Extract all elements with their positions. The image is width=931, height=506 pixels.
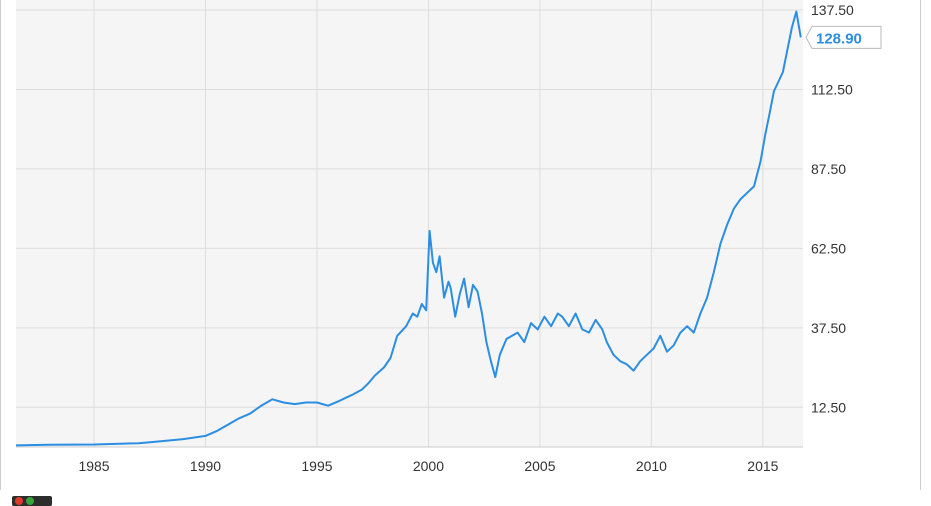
chart-frame-left-border bbox=[0, 0, 1, 490]
x-tick-label: 1985 bbox=[78, 458, 109, 474]
y-axis-ticks: 12.50 37.50 62.50 87.50 112.50 137.50 bbox=[811, 2, 854, 415]
x-tick-label: 1990 bbox=[190, 458, 221, 474]
last-value-badge: 128.90 bbox=[805, 25, 882, 49]
y-tick-label: 112.50 bbox=[811, 81, 853, 97]
x-tick-label: 2000 bbox=[413, 458, 444, 474]
price-series-line bbox=[15, 10, 802, 447]
x-tick-label: 2005 bbox=[524, 458, 555, 474]
last-value-badge-box bbox=[805, 25, 882, 49]
x-tick-label: 2015 bbox=[747, 458, 778, 474]
x-tick-label: 2010 bbox=[636, 458, 667, 474]
y-tick-label: 87.50 bbox=[811, 161, 846, 177]
last-value-label: 128.90 bbox=[816, 30, 862, 47]
plot-area bbox=[16, 0, 803, 447]
logo-mark-red bbox=[15, 497, 23, 505]
logo-mark-green bbox=[26, 497, 34, 505]
y-tick-label: 62.50 bbox=[811, 240, 846, 256]
x-tick-label: 1995 bbox=[301, 458, 332, 474]
y-tick-label: 12.50 bbox=[811, 399, 846, 415]
y-tick-label: 137.50 bbox=[811, 2, 854, 18]
gridlines bbox=[16, 0, 803, 447]
x-axis-ticks: 1985 1990 1995 2000 2005 2010 2015 bbox=[78, 458, 778, 474]
data-source-logo bbox=[12, 496, 52, 506]
y-tick-label: 37.50 bbox=[811, 320, 846, 336]
chart-frame-right-border bbox=[920, 0, 921, 490]
